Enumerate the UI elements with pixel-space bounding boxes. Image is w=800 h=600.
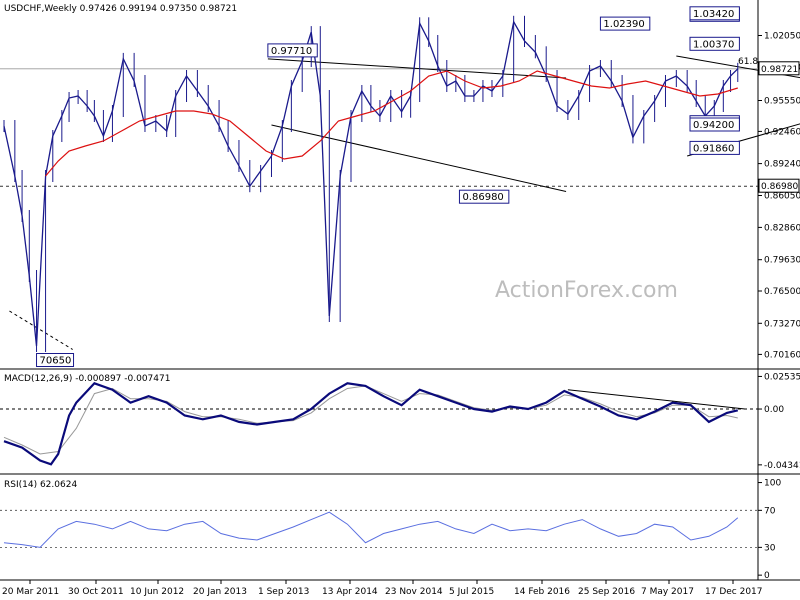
current-price-tag-box xyxy=(758,61,800,76)
price-y-tick-label: 0.82860 xyxy=(764,223,800,233)
price-header: USDCHF,Weekly 0.97426 0.99194 0.97350 0.… xyxy=(4,4,237,14)
rsi-y-tick-label: 100 xyxy=(764,479,781,489)
rsi-header: RSI(14) 62.0624 xyxy=(4,480,77,490)
macd-trendline xyxy=(567,389,746,410)
x-axis-ticks: 20 Mar 2011 30 Oct 2011 10 Jun 2012 20 Jan … xyxy=(2,580,763,597)
price-axis-tags: 0.98721 0.86980 xyxy=(758,61,800,193)
price-y-tick-label: 0.70160 xyxy=(764,350,800,360)
rsi-y-tick-label: 70 xyxy=(764,506,776,516)
macd-y-tick-label: -0.043419 xyxy=(764,461,800,471)
x-tick-label: 10 Jun 2012 xyxy=(130,587,184,597)
price-level-label: 0.86980 xyxy=(462,192,503,203)
x-tick-label: 5 Jul 2015 xyxy=(449,587,494,597)
price-panel: USDCHF,Weekly 0.97426 0.99194 0.97350 0.… xyxy=(0,0,800,580)
price-level-label: 0.97710 xyxy=(271,46,312,57)
price-trendlines xyxy=(9,55,800,350)
price-level-label-box xyxy=(689,6,740,21)
x-tick-label: 20 Mar 2011 xyxy=(2,587,59,597)
price-level-label: 0.91860 xyxy=(693,143,734,154)
price-y-tick-label: 0.92460 xyxy=(764,127,800,137)
trendline xyxy=(9,310,73,350)
macd-line xyxy=(3,382,739,466)
price-level-label: 1.00370 xyxy=(693,39,734,50)
macd-y-axis: 0.025353 0.00 -0.043419 xyxy=(758,372,800,471)
price-y-tick-label: 0.79630 xyxy=(764,256,800,266)
price-level-label-box xyxy=(599,16,651,31)
x-tick-label: 1 Sep 2013 xyxy=(258,587,309,597)
trendline xyxy=(676,55,800,79)
price-series xyxy=(3,15,739,352)
price-level-label-box xyxy=(689,117,740,132)
price-reference-lines xyxy=(0,68,758,187)
watermark: ActionForex.com xyxy=(495,278,678,303)
macd-series xyxy=(0,382,758,466)
x-tick-label: 25 Sep 2016 xyxy=(578,587,635,597)
support-price-tag: 0.86980 xyxy=(761,182,798,192)
support-price-tag-box xyxy=(758,178,800,193)
rsi-line xyxy=(3,511,739,548)
price-y-tick-label: 0.76500 xyxy=(764,287,800,297)
price-y-tick-label: 0.95550 xyxy=(764,97,800,107)
trendline xyxy=(267,58,567,79)
price-level-label: 1.03420 xyxy=(693,9,734,20)
price-y-tick-label: 1.02050 xyxy=(764,32,800,42)
rsi-y-tick-label: 0 xyxy=(764,571,770,581)
x-tick-label: 30 Oct 2011 xyxy=(68,587,124,597)
rsi-series xyxy=(0,509,758,548)
x-tick-label: 17 Dec 2017 xyxy=(705,587,763,597)
macd-y-tick-label: 0.025353 xyxy=(764,372,800,382)
rsi-y-tick-label: 30 xyxy=(764,543,776,553)
price-level-label-box xyxy=(689,140,740,155)
price-panel-bg xyxy=(0,0,758,369)
price-level-label-box xyxy=(267,43,318,58)
x-tick-label: 23 Nov 2014 xyxy=(385,587,443,597)
x-tick-label: 14 Feb 2016 xyxy=(514,587,570,597)
price-y-axis: 1.020500.988900.955500.924600.892400.860… xyxy=(758,32,800,360)
price-level-label-box xyxy=(458,189,510,204)
price-y-tick-label: 0.89240 xyxy=(764,160,800,170)
price-level-label-box xyxy=(36,353,75,367)
x-tick-label: 13 Apr 2014 xyxy=(322,587,378,597)
fib-label: 61.8 xyxy=(738,57,758,67)
rsi-y-axis: 100 70 30 0 xyxy=(758,479,781,581)
macd-header: MACD(12,26,9) -0.000897 -0.007471 xyxy=(4,374,170,384)
x-axis: 20 Mar 2011 30 Oct 2011 10 Jun 2012 20 Jan … xyxy=(0,579,800,597)
macd-y-tick-label: 0.00 xyxy=(764,405,784,415)
x-tick-label: 20 Jan 2013 xyxy=(193,587,247,597)
x-tick-label: 7 May 2017 xyxy=(641,587,694,597)
trendline xyxy=(271,124,567,192)
price-y-tick-label: 0.86050 xyxy=(764,192,800,202)
price-level-label: 1.02390 xyxy=(603,19,644,30)
macd-panel: MACD(12,26,9) -0.000897 -0.007471 0.0253… xyxy=(0,368,800,471)
current-price-tag: 0.98721 xyxy=(761,65,798,75)
price-y-tick-label: 0.73270 xyxy=(764,319,800,329)
macd-signal-line xyxy=(3,385,738,455)
price-line xyxy=(3,19,739,347)
rsi-panel: RSI(14) 62.0624 100 70 30 0 xyxy=(0,473,800,581)
price-level-label: 70650 xyxy=(40,356,72,367)
moving-average-line xyxy=(45,70,738,177)
price-level-label-box xyxy=(689,36,740,51)
price-level-labels: 0.977101.023901.032701.034201.003700.944… xyxy=(36,6,740,367)
price-level-label: 0.94200 xyxy=(693,120,734,131)
